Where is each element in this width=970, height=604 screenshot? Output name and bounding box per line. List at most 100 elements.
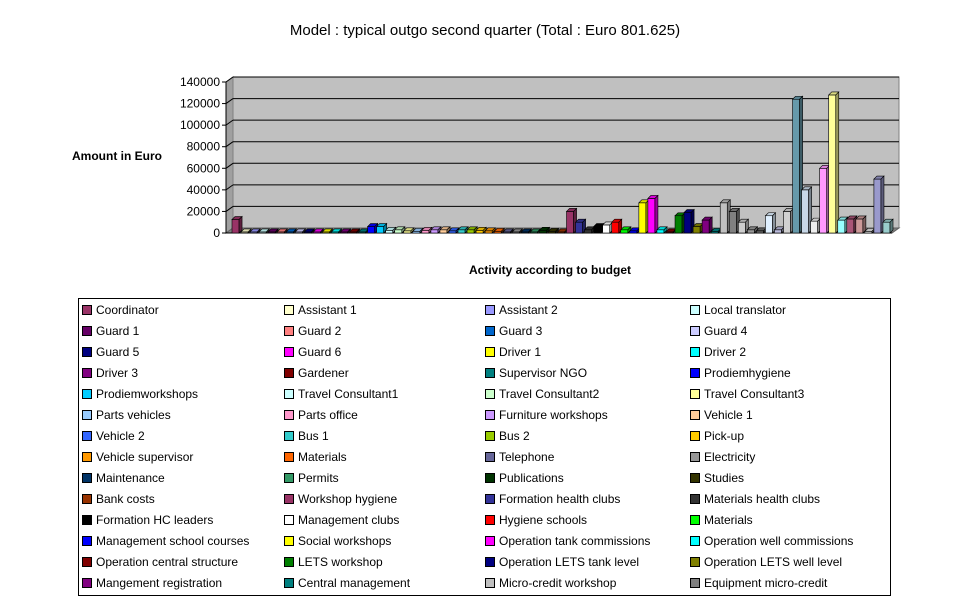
legend-item: Permits <box>284 468 339 488</box>
legend-label: Formation HC leaders <box>96 513 214 527</box>
legend-swatch <box>82 452 92 462</box>
legend-item: Vehicle supervisor <box>82 447 193 467</box>
bar <box>493 227 505 234</box>
bar <box>547 227 560 234</box>
legend-swatch <box>82 368 92 378</box>
legend-item: Supervisor NGO <box>485 363 587 383</box>
bar <box>827 91 840 234</box>
legend-item: Equipment micro-credit <box>690 573 827 593</box>
legend-item: Management school courses <box>82 531 249 551</box>
gridline <box>225 141 234 148</box>
bar-front <box>792 98 800 234</box>
legend-swatch <box>485 536 495 546</box>
legend-item: Vehicle 2 <box>82 426 145 446</box>
legend-swatch <box>690 536 700 546</box>
legend-label: Permits <box>298 471 339 485</box>
legend-item: Studies <box>690 468 744 488</box>
bar <box>520 228 533 234</box>
legend-swatch <box>284 536 294 546</box>
bar <box>258 228 270 234</box>
bar <box>267 228 279 234</box>
bar-front <box>819 167 828 234</box>
bar <box>611 218 623 234</box>
bar-front <box>394 229 403 234</box>
bar <box>502 228 515 234</box>
legend-item: Formation HC leaders <box>82 510 213 530</box>
legend-label: Operation well commissions <box>704 534 854 548</box>
legend-swatch <box>485 431 495 441</box>
bar-front <box>448 230 457 234</box>
legend-label: Guard 3 <box>499 324 543 338</box>
legend-label: Prodiemhygiene <box>704 366 791 380</box>
legend-item: Publications <box>485 468 564 488</box>
bar-front <box>403 230 412 234</box>
bar-front <box>728 211 737 234</box>
legend-item: Operation central structure <box>82 552 238 572</box>
legend-label: Social workshops <box>298 534 392 548</box>
legend-item: Driver 3 <box>82 363 138 383</box>
bar <box>240 228 252 234</box>
legend-item: Workshop hygiene <box>284 489 397 509</box>
legend-label: Electricity <box>704 450 756 464</box>
legend-item: Travel Consultant1 <box>284 384 398 404</box>
legend-item: Driver 1 <box>485 342 541 362</box>
legend-item: Prodiemhygiene <box>690 363 791 383</box>
bar <box>412 227 424 234</box>
bar-front <box>385 230 394 234</box>
legend-swatch <box>485 452 495 462</box>
gridline <box>225 76 234 83</box>
bar-side <box>347 228 351 234</box>
legend-label: Bank costs <box>96 492 155 506</box>
bar <box>403 227 415 234</box>
legend-swatch <box>284 326 294 336</box>
legend-swatch <box>485 368 495 378</box>
legend-swatch <box>82 431 92 441</box>
x-axis-label: Activity according to budget <box>469 263 632 277</box>
bar <box>231 215 243 234</box>
bar <box>882 218 894 234</box>
bar-front <box>602 224 611 234</box>
legend-item: Materials <box>284 447 347 467</box>
bar <box>375 222 388 234</box>
legend-item: Telephone <box>485 447 554 467</box>
bar-front <box>674 215 683 234</box>
legend-swatch <box>82 410 92 420</box>
legend-label: Management clubs <box>298 513 400 527</box>
y-tick-label: 120000 <box>180 97 220 111</box>
bar-front <box>584 229 592 234</box>
legend-label: Bus 2 <box>499 429 530 443</box>
legend: Coordinator Assistant 1 Assistant 2 Local t… <box>78 298 891 596</box>
legend-swatch <box>485 578 495 588</box>
bar <box>511 228 524 234</box>
bar-front <box>647 198 656 234</box>
bar-front <box>611 221 620 234</box>
legend-label: Prodiemworkshops <box>96 387 199 401</box>
bar <box>430 226 442 234</box>
bar <box>692 222 704 234</box>
legend-label: Local translator <box>704 303 787 317</box>
bar-side <box>292 228 297 234</box>
bar <box>574 218 587 234</box>
legend-label: Operation central structure <box>96 555 239 569</box>
bar-side <box>889 218 894 234</box>
legend-item: Guard 3 <box>485 321 542 341</box>
legend-label: Pick-up <box>704 429 745 443</box>
bar-front <box>629 230 638 234</box>
bar <box>800 186 813 234</box>
bar <box>764 212 777 234</box>
legend-swatch <box>284 368 294 378</box>
bar <box>873 175 885 234</box>
legend-label: Telephone <box>499 450 555 464</box>
bar-side <box>311 228 315 234</box>
legend-swatch <box>284 347 294 357</box>
legend-item: Furniture workshops <box>485 405 608 425</box>
gridline <box>225 98 234 104</box>
legend-swatch <box>485 347 495 357</box>
legend-label: Mangement registration <box>96 576 223 590</box>
legend-label: Parts office <box>298 408 358 422</box>
legend-item: Assistant 2 <box>485 300 558 320</box>
legend-label: Guard 6 <box>298 345 342 359</box>
legend-item: Bus 1 <box>284 426 329 446</box>
legend-label: Vehicle supervisor <box>96 450 194 464</box>
legend-swatch <box>690 389 700 399</box>
